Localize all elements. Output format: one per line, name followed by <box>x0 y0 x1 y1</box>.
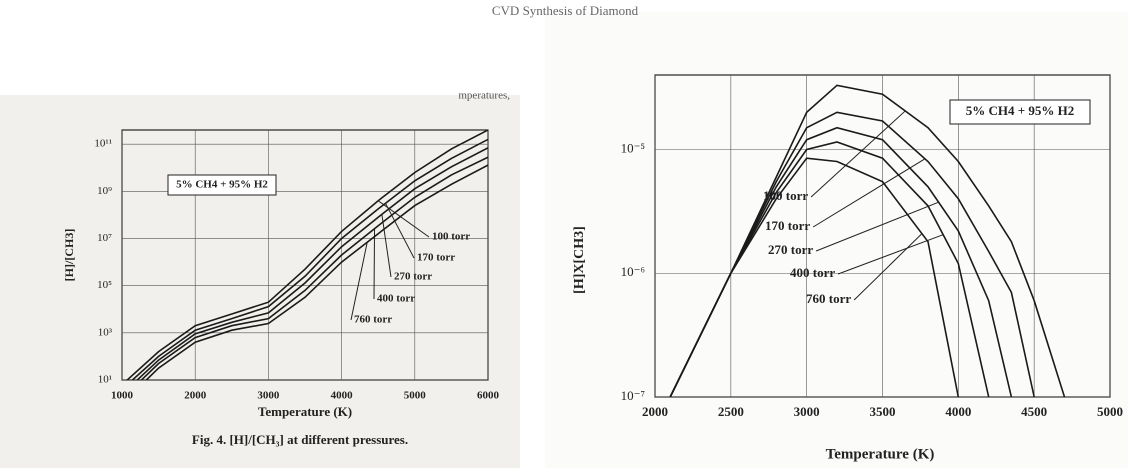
x-axis-title: Temperature (K) <box>258 404 352 419</box>
x-tick-label: 2000 <box>184 390 207 402</box>
annotation: 5% CH4 + 95% H2 <box>176 179 268 191</box>
series-label: 100 torr <box>432 231 470 243</box>
caption: Fig. 4. [H]/[CH₃] at different pressures… <box>192 432 408 447</box>
x-tick-label: 6000 <box>477 390 500 402</box>
series-label: 760 torr <box>354 314 392 326</box>
y-tick-label: 10¹ <box>98 374 112 386</box>
page-fragment: mperatures, <box>458 90 510 102</box>
annotation: 5% CH4 + 95% H2 <box>966 103 1075 118</box>
y-axis-title: [H]X[CH3] <box>572 226 587 294</box>
y-axis-title: [H]/[CH3] <box>62 229 76 282</box>
series-label: 400 torr <box>377 293 415 305</box>
page: CVD Synthesis of Diamond mperatures, 100… <box>0 0 1128 468</box>
x-tick-label: 2000 <box>642 404 668 419</box>
leader-line <box>374 229 375 299</box>
y-tick-label: 10⁷ <box>97 232 112 244</box>
x-tick-label: 4500 <box>1021 404 1047 419</box>
y-tick-label: 10⁻⁵ <box>621 140 645 155</box>
y-tick-label: 10⁵ <box>97 279 112 291</box>
y-tick-label: 10⁹ <box>97 185 112 197</box>
x-tick-label: 4000 <box>945 404 971 419</box>
series-label: 170 torr <box>765 218 810 233</box>
x-tick-label: 3000 <box>794 404 820 419</box>
x-tick-label: 1000 <box>111 390 134 402</box>
series-label: 400 torr <box>790 265 835 280</box>
series-label: 270 torr <box>394 271 432 283</box>
y-tick-label: 10³ <box>98 326 113 338</box>
series-label: 270 torr <box>768 242 813 257</box>
x-tick-label: 3500 <box>870 404 896 419</box>
y-tick-label: 10¹¹ <box>94 138 112 150</box>
x-tick-label: 3000 <box>257 390 280 402</box>
series-label: 760 torr <box>806 291 851 306</box>
page-header: CVD Synthesis of Diamond <box>492 3 639 18</box>
y-tick-label: 10⁻⁷ <box>621 388 645 403</box>
x-tick-label: 5000 <box>404 390 427 402</box>
x-tick-label: 5000 <box>1097 404 1123 419</box>
y-tick-label: 10⁻⁶ <box>621 264 645 279</box>
x-tick-label: 2500 <box>718 404 744 419</box>
x-tick-label: 4000 <box>331 390 354 402</box>
series-label: 170 torr <box>417 252 455 264</box>
x-axis-title: Temperature (K) <box>826 446 935 462</box>
